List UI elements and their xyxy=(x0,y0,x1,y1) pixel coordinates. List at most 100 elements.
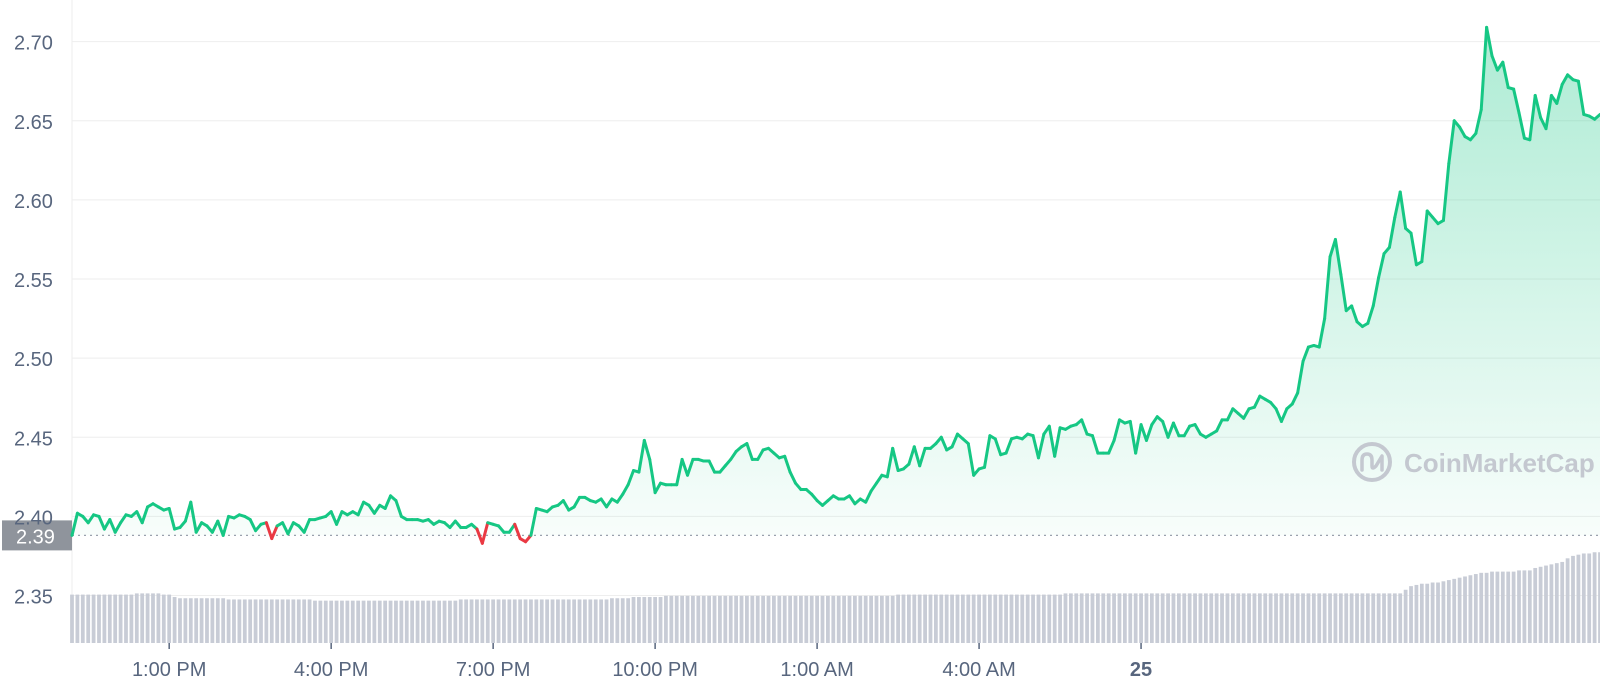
volume-bar xyxy=(1333,593,1338,643)
price-line-segment xyxy=(745,442,754,461)
volume-bar xyxy=(1414,584,1419,643)
x-tick-label: 4:00 AM xyxy=(942,659,1015,681)
volume-bar xyxy=(599,599,604,643)
price-line xyxy=(70,25,1600,545)
price-line-segment xyxy=(480,521,490,545)
volume-bar xyxy=(853,595,857,643)
price-line-segment xyxy=(1474,108,1483,135)
volume-bar xyxy=(377,600,382,643)
y-tick-label: 2.65 xyxy=(14,112,53,134)
x-tick-label: 1:00 AM xyxy=(780,659,853,681)
price-line-segment xyxy=(675,457,684,487)
volume-bar xyxy=(1182,593,1187,643)
price-line-segment xyxy=(221,514,231,537)
volume-bar xyxy=(842,595,846,643)
volume-bar xyxy=(691,595,695,643)
price-line-segment xyxy=(1420,209,1429,264)
price-line-segment xyxy=(756,448,765,461)
volume-bar xyxy=(815,595,819,643)
volume-bar xyxy=(1500,571,1505,643)
volume-bar xyxy=(151,593,155,643)
volume-bar xyxy=(874,595,879,643)
volume-bar xyxy=(561,599,566,643)
x-tick-label: 7:00 PM xyxy=(456,659,530,681)
volume-bar xyxy=(1117,593,1122,643)
volume-bar xyxy=(1263,593,1268,643)
volume-bar xyxy=(1230,593,1235,643)
volume-bar xyxy=(863,595,868,643)
volume-bar xyxy=(156,593,161,643)
volume-bar xyxy=(291,599,296,643)
volume-bar xyxy=(453,600,458,643)
volume-bar xyxy=(1506,571,1511,643)
price-line-segment xyxy=(1317,317,1327,349)
volume-bar xyxy=(523,599,528,643)
volume-bars xyxy=(70,552,1600,643)
volume-bar xyxy=(1581,553,1586,643)
volume-bar xyxy=(469,599,474,643)
volume-bar xyxy=(1133,593,1138,643)
volume-bar xyxy=(1436,582,1440,643)
volume-bar xyxy=(1533,567,1538,643)
volume-bar xyxy=(210,598,215,643)
volume-bar xyxy=(734,595,739,643)
volume-bar xyxy=(766,595,771,643)
price-line-segment xyxy=(1182,424,1192,438)
price-line-segment xyxy=(1333,237,1343,276)
x-tick-label: 10:00 PM xyxy=(612,659,698,681)
volume-bar xyxy=(1328,593,1332,643)
volume-bar xyxy=(701,595,706,643)
volume-bar xyxy=(901,594,906,643)
volume-bar xyxy=(1382,593,1386,643)
volume-bar xyxy=(799,595,803,643)
price-line-segment xyxy=(1398,190,1408,230)
price-line-segment xyxy=(707,459,717,474)
volume-bar xyxy=(1085,593,1089,643)
volume-bar xyxy=(804,595,809,643)
volume-bar xyxy=(556,599,560,643)
volume-bar xyxy=(923,594,927,643)
price-line-segment xyxy=(140,505,150,525)
price-line-segment xyxy=(1447,119,1456,166)
volume-bar xyxy=(723,595,728,643)
volume-bar xyxy=(777,595,782,643)
volume-bar xyxy=(1479,572,1484,643)
volume-bar xyxy=(826,595,830,643)
price-line-segment xyxy=(264,521,274,541)
volume-bar xyxy=(1311,593,1316,643)
price-line-segment xyxy=(1031,434,1040,460)
volume-bar xyxy=(1004,594,1008,643)
volume-bar xyxy=(739,595,744,643)
volume-bar xyxy=(950,594,954,643)
volume-bar xyxy=(329,600,334,643)
price-line-segment xyxy=(1171,421,1181,438)
price-line-segment xyxy=(1576,79,1586,116)
volume-bar xyxy=(437,600,442,643)
volume-bar xyxy=(1252,593,1257,643)
volume-bar xyxy=(464,599,469,643)
volume-bar xyxy=(880,595,884,643)
volume-bar xyxy=(750,595,755,643)
volume-bar xyxy=(410,600,415,643)
volume-bar xyxy=(1425,583,1430,643)
volume-bar xyxy=(642,597,647,643)
price-line-segment xyxy=(1290,391,1300,406)
volume-bar xyxy=(1155,593,1160,643)
price-line-segment xyxy=(1252,394,1262,409)
volume-bar xyxy=(1463,576,1467,643)
volume-bar xyxy=(971,594,976,643)
volume-bar xyxy=(1468,575,1473,643)
volume-bar xyxy=(1031,594,1035,643)
volume-bar xyxy=(1527,570,1532,643)
volume-bar xyxy=(286,599,290,643)
price-line-segment xyxy=(97,514,106,531)
volume-bar xyxy=(237,599,242,643)
volume-bar xyxy=(550,599,555,643)
volume-bar xyxy=(631,597,636,643)
x-tick-label: 4:00 PM xyxy=(294,659,368,681)
volume-bar xyxy=(1063,593,1068,643)
volume-bar xyxy=(1544,565,1548,643)
price-line-segment xyxy=(216,519,225,537)
volume-bar xyxy=(205,598,209,643)
